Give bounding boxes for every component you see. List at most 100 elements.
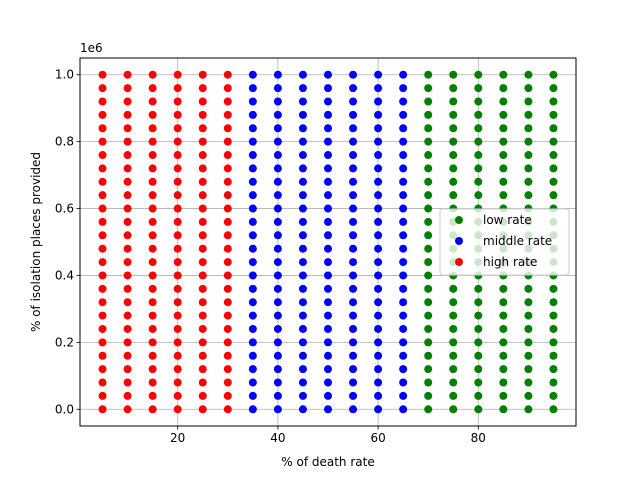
data-point xyxy=(424,70,433,79)
data-point xyxy=(524,191,533,200)
data-point xyxy=(273,298,282,307)
data-point xyxy=(173,244,182,253)
data-point xyxy=(148,84,157,93)
data-point xyxy=(148,298,157,307)
data-point xyxy=(248,405,257,414)
data-point xyxy=(324,324,332,333)
data-point xyxy=(273,110,282,119)
data-point xyxy=(449,137,458,146)
data-point xyxy=(449,284,458,293)
data-point xyxy=(474,84,483,93)
data-point xyxy=(349,298,358,307)
data-point xyxy=(173,311,182,320)
data-point xyxy=(449,124,458,133)
data-point xyxy=(499,378,508,387)
legend-box xyxy=(439,208,570,276)
x-tick-label: 80 xyxy=(471,431,486,445)
data-point xyxy=(349,177,358,186)
data-point xyxy=(349,391,358,400)
data-point xyxy=(399,151,408,160)
data-point xyxy=(424,271,433,280)
data-point xyxy=(374,97,383,106)
data-point xyxy=(98,298,107,307)
data-point xyxy=(524,177,533,186)
data-point xyxy=(449,84,458,93)
data-point xyxy=(349,217,358,226)
data-point xyxy=(173,324,182,333)
data-point xyxy=(349,164,358,173)
data-point xyxy=(298,177,307,186)
data-point xyxy=(173,271,182,280)
data-point xyxy=(499,338,508,347)
data-point xyxy=(248,391,257,400)
data-point xyxy=(349,204,358,213)
data-point xyxy=(449,164,458,173)
data-point xyxy=(223,405,232,414)
series-middle-rate xyxy=(248,70,408,414)
data-point xyxy=(123,84,132,93)
data-point xyxy=(424,244,433,253)
series-high-rate xyxy=(98,70,232,414)
data-point xyxy=(173,191,182,200)
data-point xyxy=(499,177,508,186)
data-point xyxy=(123,124,132,133)
data-point xyxy=(198,351,207,360)
data-point xyxy=(349,351,358,360)
data-point xyxy=(273,244,282,253)
data-point xyxy=(499,84,508,93)
data-point xyxy=(499,137,508,146)
data-point xyxy=(223,137,232,146)
data-point xyxy=(123,137,132,146)
data-point xyxy=(123,70,132,79)
data-point xyxy=(424,284,433,293)
data-point xyxy=(499,70,508,79)
data-point xyxy=(298,97,307,106)
data-point xyxy=(524,365,533,374)
data-point xyxy=(248,151,257,160)
data-point xyxy=(399,351,408,360)
data-point xyxy=(424,324,433,333)
data-point xyxy=(324,217,332,226)
data-point xyxy=(424,124,433,133)
data-point xyxy=(399,338,408,347)
data-point xyxy=(424,258,433,267)
data-point xyxy=(223,231,232,240)
data-point xyxy=(298,311,307,320)
data-point xyxy=(474,324,483,333)
data-point xyxy=(298,391,307,400)
data-point xyxy=(474,351,483,360)
data-point xyxy=(349,97,358,106)
data-point xyxy=(148,164,157,173)
data-point xyxy=(173,217,182,226)
data-point xyxy=(148,151,157,160)
data-point xyxy=(173,298,182,307)
data-point xyxy=(324,177,332,186)
data-point xyxy=(449,177,458,186)
data-point xyxy=(223,298,232,307)
data-point xyxy=(298,244,307,253)
data-point xyxy=(198,365,207,374)
data-point xyxy=(223,391,232,400)
data-point xyxy=(298,84,307,93)
data-point xyxy=(324,204,332,213)
data-point xyxy=(374,70,383,79)
data-point xyxy=(98,137,107,146)
data-point xyxy=(298,338,307,347)
data-point xyxy=(98,217,107,226)
data-point xyxy=(148,124,157,133)
data-point xyxy=(223,338,232,347)
data-point xyxy=(223,177,232,186)
y-offset-text: 1e6 xyxy=(80,41,103,55)
data-point xyxy=(123,217,132,226)
data-point xyxy=(549,124,558,133)
legend-label: high rate xyxy=(483,255,537,269)
data-point xyxy=(324,97,332,106)
data-point xyxy=(474,311,483,320)
data-point xyxy=(298,70,307,79)
data-point xyxy=(524,338,533,347)
data-point xyxy=(273,284,282,293)
data-point xyxy=(248,110,257,119)
data-point xyxy=(148,271,157,280)
data-point xyxy=(449,351,458,360)
data-point xyxy=(424,311,433,320)
